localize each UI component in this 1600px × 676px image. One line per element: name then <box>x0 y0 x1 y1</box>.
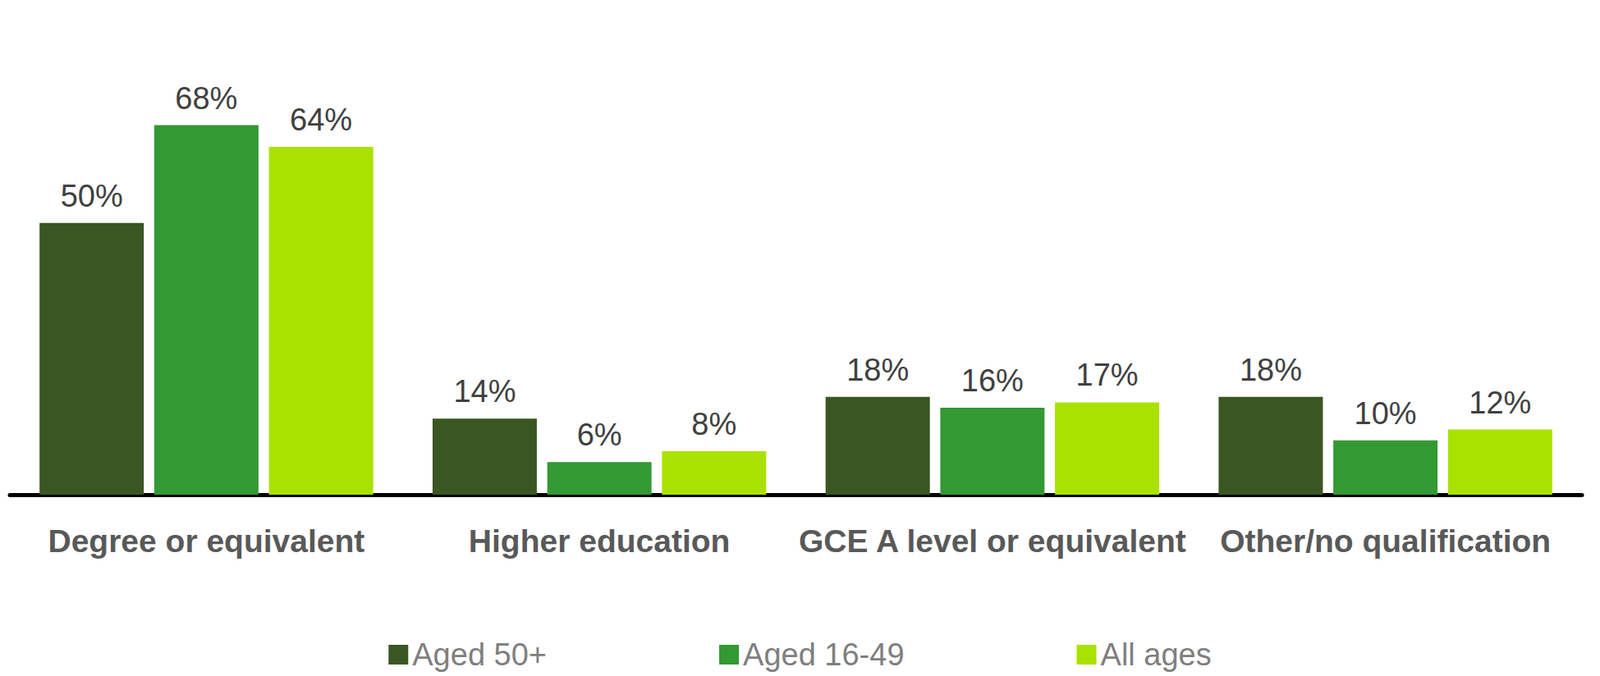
svg-text:6%: 6% <box>577 417 623 453</box>
svg-text:12%: 12% <box>1468 385 1532 421</box>
svg-text:GCE A level or equivalent: GCE A level or equivalent <box>798 523 1187 560</box>
svg-text:50%: 50% <box>60 178 124 214</box>
svg-text:Degree or equivalent: Degree or equivalent <box>47 523 365 560</box>
svg-text:Higher education: Higher education <box>468 523 731 560</box>
svg-text:64%: 64% <box>289 102 353 138</box>
svg-text:Other/no qualification: Other/no qualification <box>1219 523 1551 560</box>
svg-text:14%: 14% <box>453 374 516 409</box>
svg-text:18%: 18% <box>1239 353 1303 388</box>
svg-text:10%: 10% <box>1354 396 1417 431</box>
svg-text:18%: 18% <box>846 353 909 388</box>
svg-text:All ages: All ages <box>1100 637 1212 673</box>
svg-text:8%: 8% <box>691 407 737 442</box>
svg-text:68%: 68% <box>174 81 238 116</box>
svg-text:Aged 16-49: Aged 16-49 <box>742 637 905 673</box>
svg-text:Aged 50+: Aged 50+ <box>412 637 547 673</box>
svg-text:17%: 17% <box>1076 357 1139 393</box>
svg-text:16%: 16% <box>961 363 1024 399</box>
